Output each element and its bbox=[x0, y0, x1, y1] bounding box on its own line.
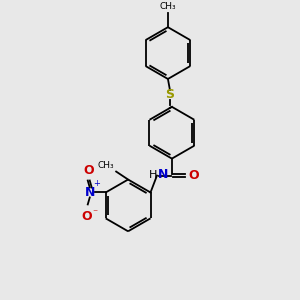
Text: O: O bbox=[83, 164, 94, 176]
Text: S: S bbox=[165, 88, 174, 101]
Text: CH₃: CH₃ bbox=[160, 2, 176, 11]
Text: O: O bbox=[81, 210, 92, 224]
Text: CH₃: CH₃ bbox=[98, 160, 114, 169]
Text: +: + bbox=[93, 179, 100, 188]
Text: N: N bbox=[158, 168, 168, 181]
Text: ⁻: ⁻ bbox=[93, 208, 98, 218]
Text: H: H bbox=[148, 169, 157, 179]
Text: N: N bbox=[85, 186, 95, 199]
Text: O: O bbox=[189, 169, 200, 182]
